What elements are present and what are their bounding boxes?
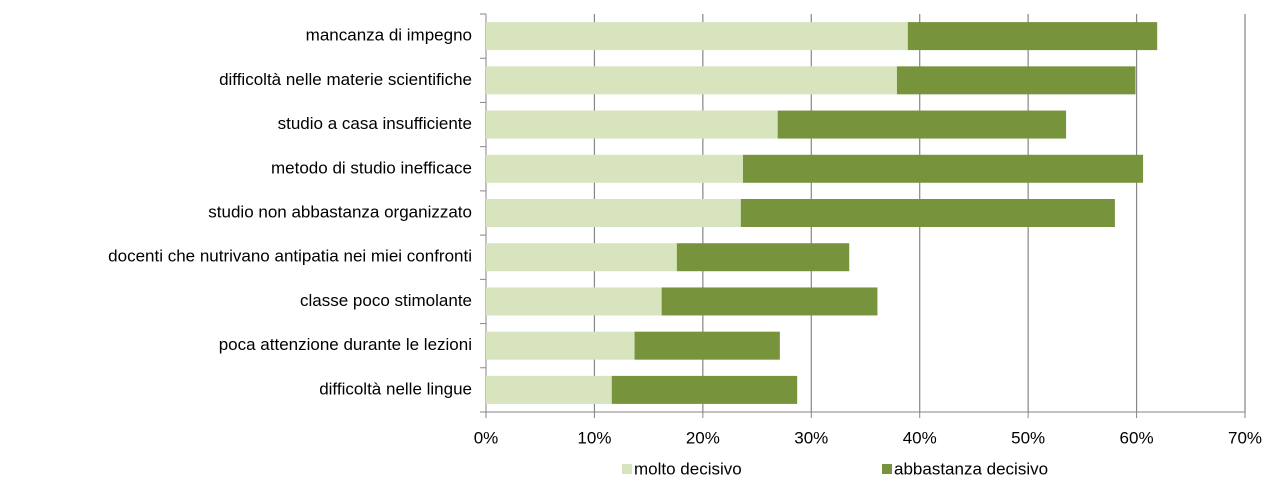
bar-segment (896, 66, 1136, 95)
x-tick-label: 50% (1011, 428, 1045, 447)
y-tick-label: docenti che nutrivano antipatia nei miei… (108, 247, 472, 266)
bar-segment (740, 199, 1115, 227)
bar-segment (611, 375, 798, 404)
bar-segment (742, 154, 1144, 183)
x-tick-label: 30% (794, 428, 828, 447)
bar-segment (486, 154, 743, 183)
bar-segment (777, 110, 1067, 139)
bar-segment (676, 243, 850, 272)
bar-segment (486, 331, 635, 360)
y-tick-label: mancanza di impegno (306, 26, 472, 45)
bar-segment (486, 22, 908, 51)
bar-segment (486, 287, 662, 316)
x-tick-label: 20% (686, 428, 720, 447)
bar-segment (486, 110, 778, 139)
legend-label: molto decisivo (634, 459, 742, 478)
y-tick-label: difficoltà nelle lingue (319, 379, 472, 398)
y-tick-label: poca attenzione durante le lezioni (219, 335, 472, 354)
bar-segment (634, 331, 780, 360)
y-tick-label: studio non abbastanza organizzato (208, 202, 472, 221)
legend-swatch (622, 464, 632, 474)
y-tick-label: classe poco stimolante (300, 291, 472, 310)
bar-segment (907, 22, 1158, 51)
bar-segment (486, 66, 897, 95)
x-tick-label: 70% (1228, 428, 1262, 447)
bar-segment (486, 375, 612, 404)
x-tick-label: 40% (903, 428, 937, 447)
x-tick-label: 60% (1120, 428, 1154, 447)
y-tick-label: metodo di studio inefficace (271, 158, 472, 177)
x-tick-label: 0% (474, 428, 499, 447)
bar-segment (486, 199, 741, 227)
bar-segment (661, 287, 878, 316)
legend-swatch (882, 464, 892, 474)
x-tick-label: 10% (577, 428, 611, 447)
legend-label: abbastanza decisivo (894, 459, 1048, 478)
y-tick-label: difficoltà nelle materie scientifiche (219, 70, 472, 89)
y-tick-label: studio a casa insufficiente (278, 114, 472, 133)
bar-segment (486, 243, 677, 272)
